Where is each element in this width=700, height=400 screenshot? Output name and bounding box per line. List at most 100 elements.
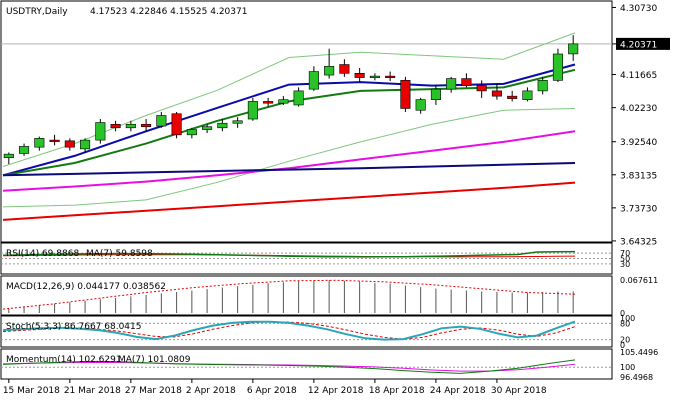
- price-tick-label: 3.92540: [620, 138, 657, 148]
- stoch-main-line: [2, 320, 576, 341]
- stoch-axis-label: 0: [620, 341, 625, 350]
- momentum-axis-label: 96.4968: [620, 373, 653, 382]
- momentum-ma-label: MA(7) 101.0809: [118, 355, 191, 365]
- momentum-label: Momentum(14) 102.6291: [6, 355, 122, 365]
- date-tick-label: 27 Mar 2018: [125, 386, 182, 396]
- rsi-label: RSI(14) 69.8868: [6, 249, 79, 259]
- stoch-lines: [1, 320, 612, 341]
- stoch-label: Stoch(5,3,3) 86.7667 68.0415: [6, 322, 141, 332]
- candle-body: [385, 75, 396, 78]
- candle-body: [49, 139, 60, 142]
- momentum-panel: Momentum(14) 102.6291 MA(7) 101.0809 105…: [0, 348, 658, 382]
- price-tick-label: 3.73730: [620, 204, 657, 214]
- candle-body: [400, 80, 411, 109]
- date-axis: 15 Mar 2018 21 Mar 2018 27 Mar 2018 2 Apr 2…: [3, 379, 547, 396]
- macd-panel: MACD(12,26,9) 0.044177 0.038562 0.067611…: [0, 275, 658, 318]
- instrument-label: USDTRY,Daily: [6, 7, 68, 17]
- candle-body: [3, 153, 14, 158]
- price-panel: USDTRY,Daily 4.17523 4.22846 4.15525 4.2…: [0, 0, 670, 247]
- candle-body: [263, 101, 274, 104]
- candlesticks: [3, 35, 579, 165]
- macd-axis: 0.067611 0: [620, 276, 658, 318]
- stoch-axis-label: 100: [620, 314, 635, 323]
- macd-histogram: [2, 279, 576, 313]
- candle-body: [324, 65, 335, 76]
- candle-body: [171, 113, 182, 136]
- candle-body: [19, 146, 30, 154]
- candle-body: [476, 85, 487, 92]
- stoch-axis-label: 80: [620, 319, 630, 328]
- candle-body: [354, 73, 365, 78]
- price-tick-label: 4.11665: [620, 71, 657, 81]
- current-price-box: [616, 37, 670, 50]
- overlay-line-7: [2, 181, 576, 221]
- overlay-line-4: [2, 108, 576, 208]
- candle-body: [461, 78, 472, 86]
- price-tick-label: 3.83135: [620, 171, 657, 181]
- candle-body: [80, 139, 91, 150]
- candle-body: [95, 122, 106, 141]
- candle-body: [110, 123, 121, 129]
- rsi-lines: [1, 250, 612, 265]
- momentum-line: [2, 359, 576, 374]
- momentum-lines: [1, 359, 612, 374]
- candle-body: [232, 120, 243, 124]
- candle-body: [522, 90, 533, 100]
- price-panel-frame: [0, 0, 613, 243]
- candle-body: [430, 88, 441, 100]
- date-tick-label: 18 Apr 2018: [369, 386, 425, 396]
- macd-axis-label: 0.067611: [620, 276, 658, 285]
- date-tick-label: 24 Apr 2018: [430, 386, 486, 396]
- date-tick-label: 2 Apr 2018: [186, 386, 236, 396]
- candle-body: [247, 101, 258, 120]
- rsi-ma-label: MA(7) 59.8598: [86, 249, 153, 259]
- momentum-panel-frame: [0, 348, 613, 380]
- candle-body: [339, 64, 350, 74]
- candle-body: [308, 71, 319, 90]
- rsi-axis-label: 30: [620, 260, 630, 269]
- price-axis: 4.30730 4.20371 4.11665 4.02230 3.92540 3.831…: [612, 4, 670, 247]
- price-tick-label: 4.30730: [620, 4, 657, 14]
- macd-label: MACD(12,26,9) 0.044177 0.038562: [6, 282, 166, 292]
- candle-body: [293, 90, 304, 106]
- candle-body: [186, 129, 197, 136]
- candle-body: [446, 78, 457, 90]
- candle-body: [507, 95, 518, 99]
- candle-body: [125, 123, 136, 129]
- ohlc-label: 4.17523 4.22846 4.15525 4.20371: [90, 7, 247, 17]
- momentum-axis-label: 105.4496: [620, 348, 658, 357]
- candle-body: [217, 122, 228, 129]
- macd-axis-label: 0: [620, 309, 625, 318]
- candle-body: [537, 80, 548, 92]
- candle-body: [34, 138, 45, 148]
- candle-body: [202, 126, 213, 130]
- rsi-axis-label: 70: [620, 249, 630, 258]
- date-tick-label: 12 Apr 2018: [308, 386, 364, 396]
- date-tick-label: 30 Apr 2018: [491, 386, 547, 396]
- momentum-axis-label: 100: [620, 363, 635, 372]
- candle-body: [156, 115, 167, 127]
- candle-body: [141, 123, 152, 128]
- price-tick-label: 3.64325: [620, 237, 657, 247]
- rsi-axis-label: 50: [620, 255, 630, 264]
- price-tick-label: 4.02230: [620, 104, 657, 114]
- candle-body: [552, 53, 563, 81]
- overlay-line-1: [2, 63, 576, 177]
- current-price-label: 4.20371: [620, 40, 657, 50]
- date-tick-label: 21 Mar 2018: [64, 386, 121, 396]
- macd-panel-frame: [0, 275, 613, 316]
- candle-body: [369, 75, 380, 78]
- overlay-line-5: [2, 130, 576, 192]
- overlay-line-6: [2, 162, 576, 177]
- date-tick-label: 6 Apr 2018: [247, 386, 297, 396]
- candle-body: [491, 90, 502, 97]
- candle-body: [278, 99, 289, 104]
- date-tick-label: 15 Mar 2018: [3, 386, 60, 396]
- rsi-line: [2, 250, 576, 258]
- candle-body: [64, 140, 75, 148]
